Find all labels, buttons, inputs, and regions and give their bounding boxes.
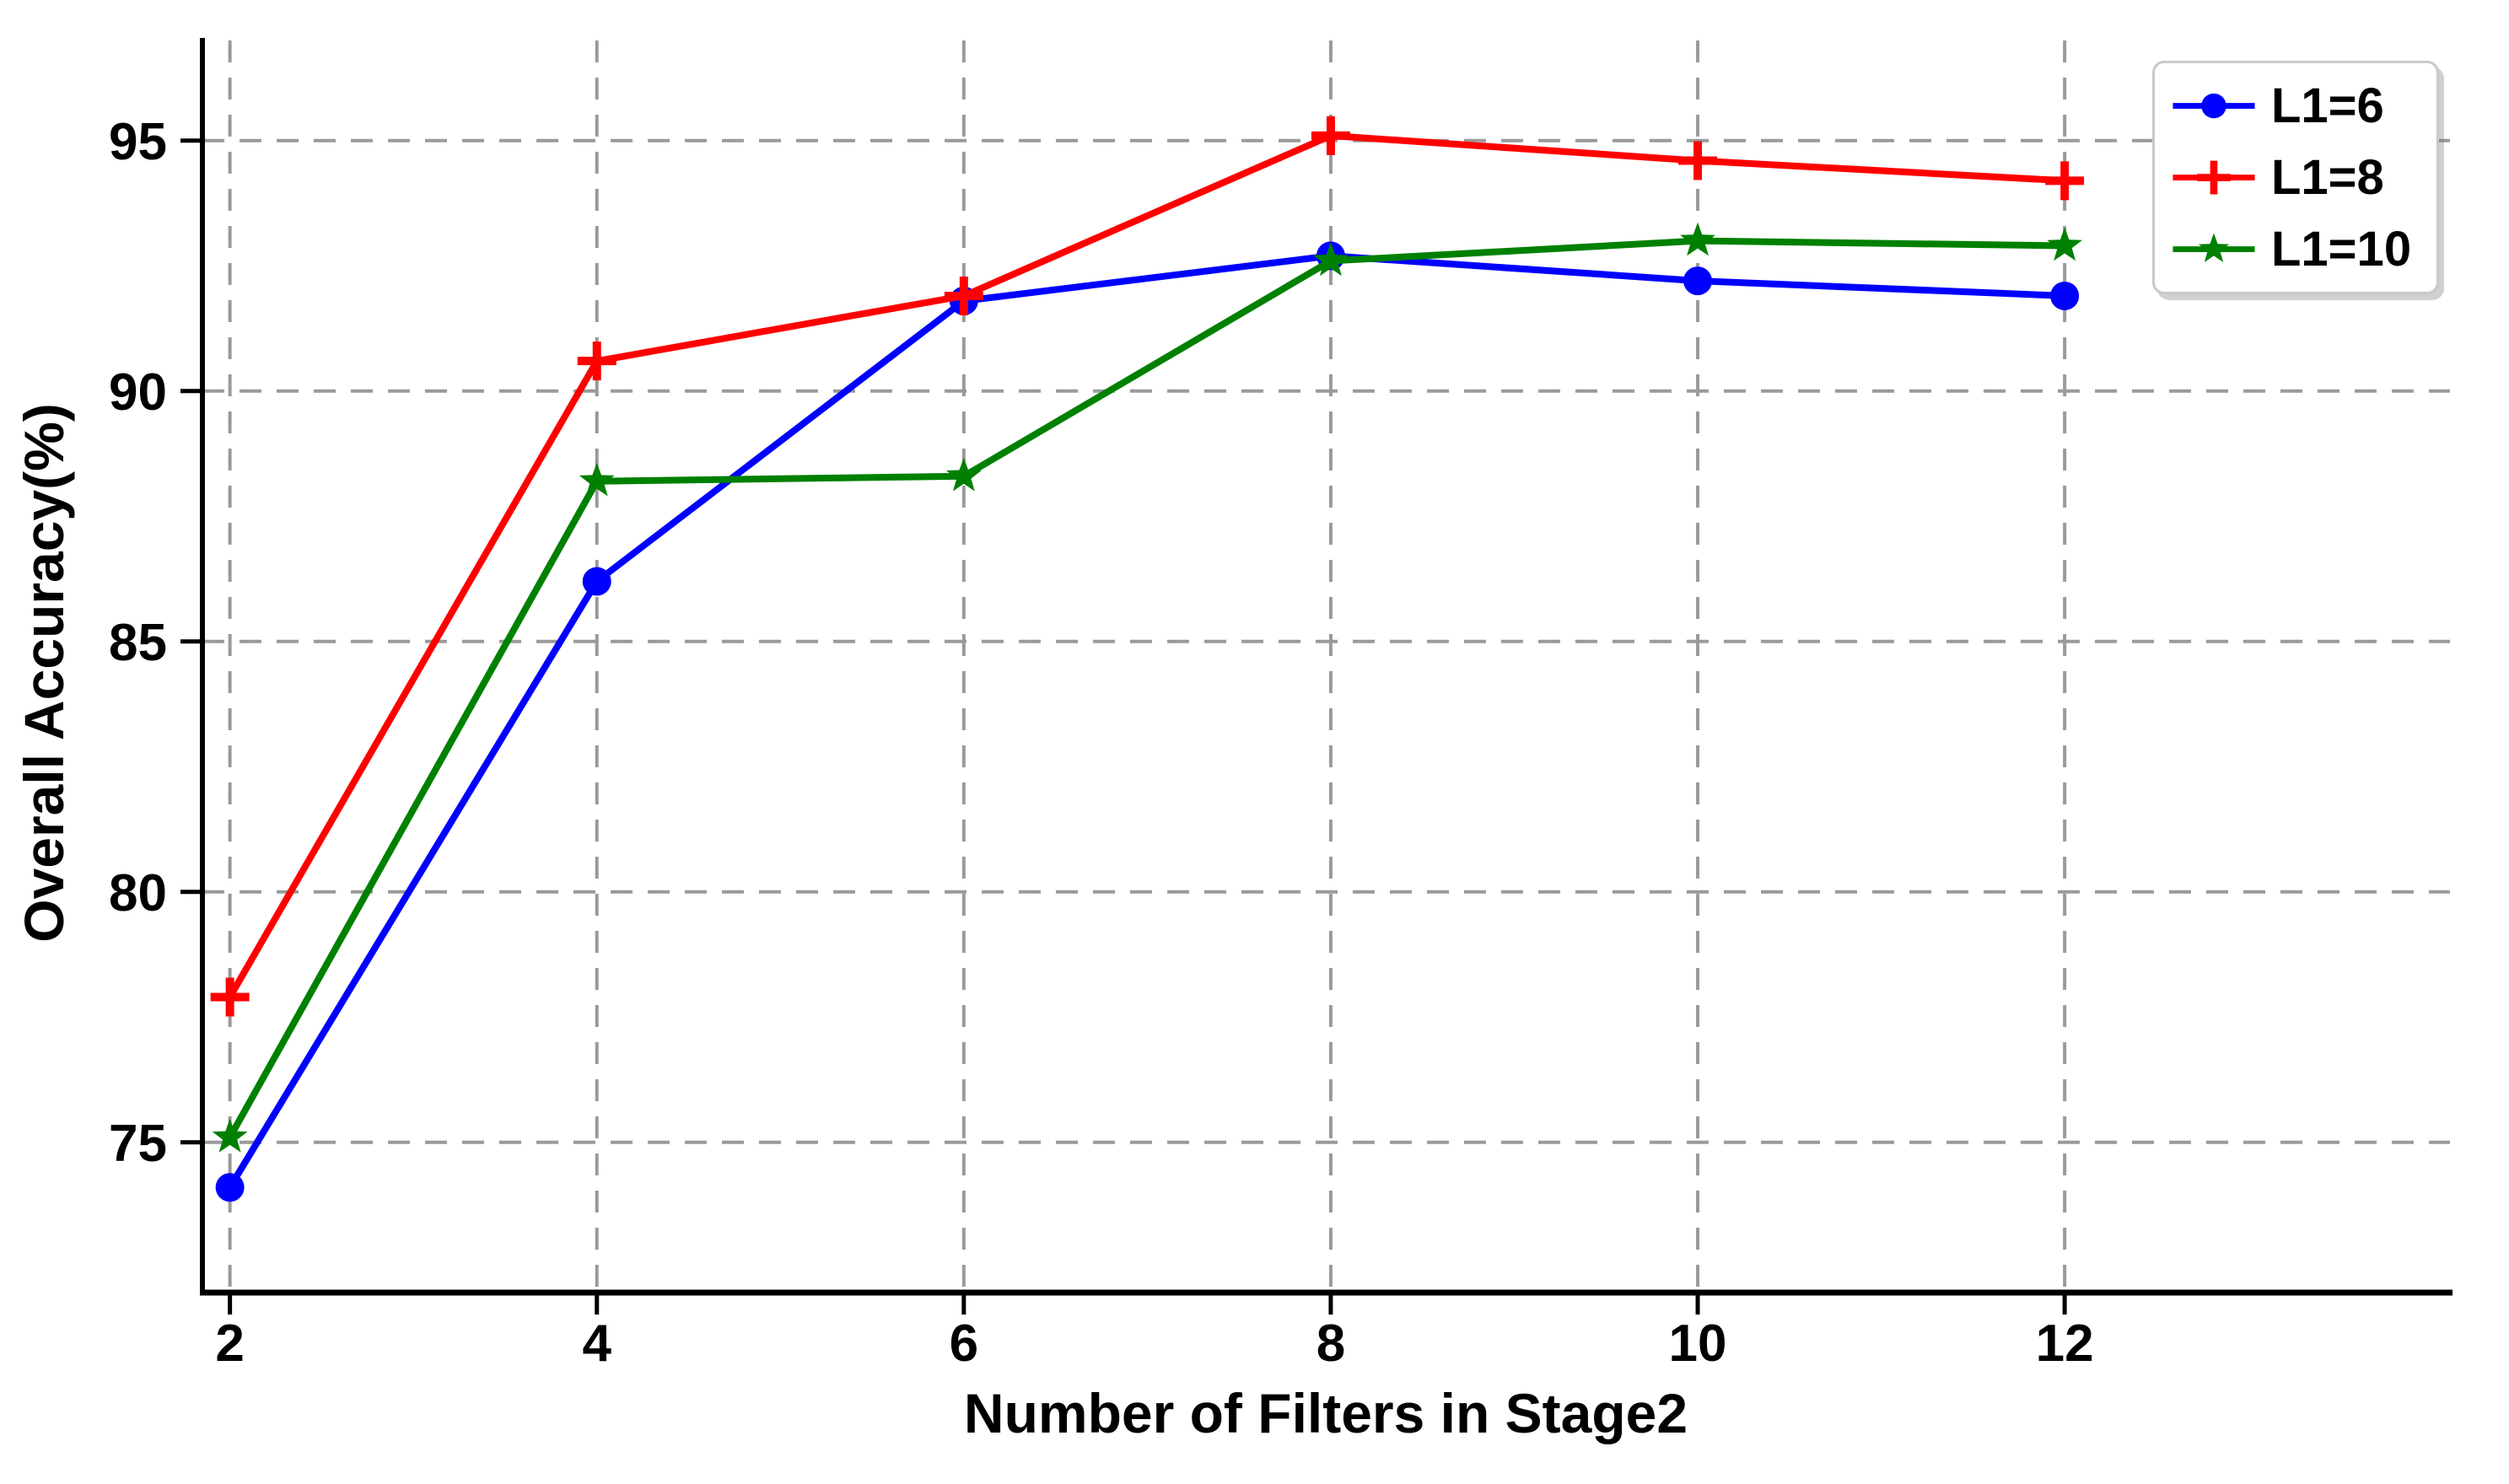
- plus-marker-icon: [577, 341, 616, 381]
- legend-item-l1-6: L1=6: [2170, 78, 2421, 133]
- plus-marker-icon: [944, 276, 983, 315]
- y-tick-label: 80: [109, 864, 167, 922]
- circle-marker-icon: [582, 567, 611, 596]
- plus-marker-icon: [2172, 160, 2255, 194]
- legend: L1=6 L1=8 L1=10: [2152, 61, 2439, 294]
- series-L1=10: [212, 222, 2083, 1153]
- circle-marker-icon: [1683, 266, 1713, 296]
- x-tick-label: 2: [215, 1315, 244, 1373]
- y-tick-label: 75: [109, 1115, 167, 1173]
- x-tick-label: 4: [582, 1315, 611, 1373]
- star-marker-icon: [1313, 242, 1349, 277]
- series-L1=8: [210, 116, 2085, 1017]
- legend-label: L1=10: [2271, 221, 2412, 277]
- axes-spines: [200, 38, 2452, 1296]
- legend-item-l1-10: L1=10: [2170, 221, 2421, 277]
- star-marker-icon: [1680, 222, 1715, 256]
- gridlines: [202, 40, 2450, 1293]
- tick-marks: [180, 138, 2067, 1315]
- x-tick-label: 8: [1316, 1315, 1345, 1373]
- tick-labels: 2 4 6 8 10 12 75 80 85 90 95: [109, 113, 2094, 1373]
- circle-marker-icon: [215, 1173, 245, 1202]
- plus-marker-icon: [1678, 141, 1718, 180]
- y-tick-label: 90: [109, 363, 167, 422]
- star-marker-icon: [2047, 227, 2083, 261]
- legend-item-l1-8: L1=8: [2170, 153, 2421, 202]
- star-marker-icon: [2198, 233, 2230, 262]
- x-tick-label: 12: [2036, 1315, 2094, 1373]
- star-marker-icon: [579, 462, 615, 497]
- legend-label: L1=6: [2271, 78, 2384, 133]
- series-L1=6: [215, 241, 2080, 1202]
- y-axis-title: Overall Accuracy(%): [13, 403, 75, 943]
- legend-label: L1=8: [2271, 149, 2384, 205]
- plus-marker-icon: [1311, 116, 1350, 155]
- series-line: [227, 132, 2065, 999]
- circle-marker-icon: [2050, 281, 2080, 310]
- y-tick-label: 95: [109, 113, 167, 171]
- circle-marker-icon: [2201, 93, 2226, 118]
- star-marker-icon: [2172, 233, 2255, 262]
- x-tick-label: 10: [1669, 1315, 1727, 1373]
- plus-marker-icon: [2197, 160, 2231, 194]
- y-tick-label: 85: [109, 614, 167, 672]
- x-tick-label: 6: [950, 1315, 978, 1373]
- plus-marker-icon: [210, 977, 250, 1017]
- plus-marker-icon: [2045, 161, 2085, 201]
- x-axis-title: Number of Filters in Stage2: [963, 1382, 1688, 1444]
- circle-marker-icon: [2172, 93, 2255, 118]
- series-line: [227, 237, 2065, 1139]
- star-marker-icon: [212, 1118, 248, 1153]
- series-line: [227, 252, 2065, 1190]
- star-marker-icon: [945, 457, 982, 492]
